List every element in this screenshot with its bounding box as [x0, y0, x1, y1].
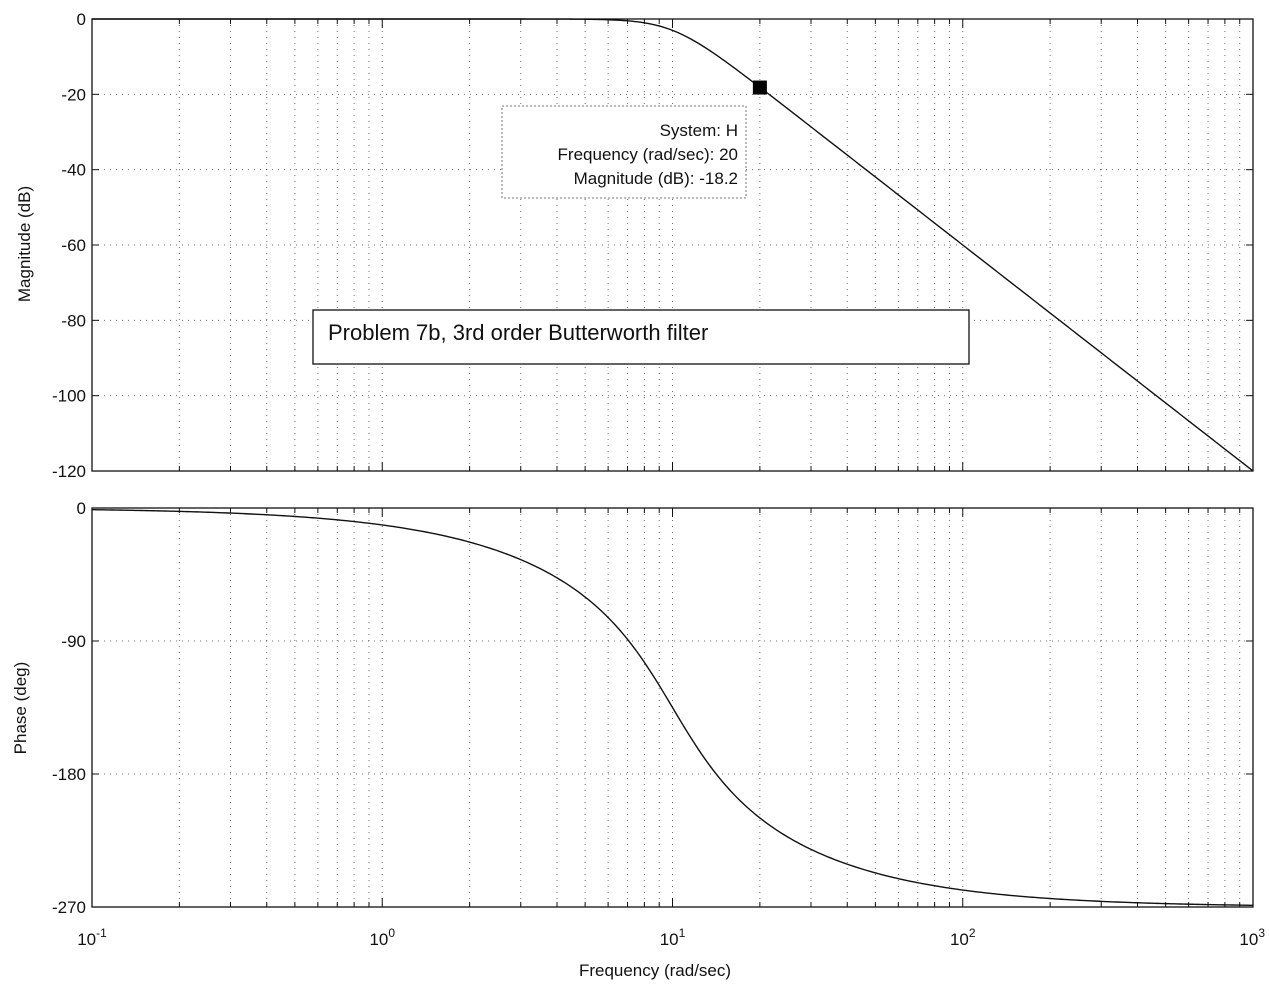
- phase-y-axis-label: Phase (deg): [11, 662, 30, 755]
- magnitude-grid: [91, 19, 1253, 471]
- datatip-system: System: H: [660, 121, 738, 140]
- x-tick-label: 101: [660, 926, 686, 949]
- magnitude-panel: 0 -20 -40 -60 -80 -100 -120 Magnitude (dB) Sys…: [15, 10, 1254, 481]
- magnitude-y-tick-label: -80: [61, 311, 86, 330]
- annotation-box-frame: [312, 309, 970, 365]
- phase-curve: [91, 508, 1254, 907]
- phase-grid: [91, 508, 1253, 907]
- datatip-marker[interactable]: [752, 80, 767, 95]
- magnitude-y-tick-label: -100: [52, 387, 86, 406]
- x-tick-label: 10-1: [77, 926, 107, 949]
- datatip[interactable]: System: H Frequency (rad/sec): 20 Magnit…: [501, 80, 767, 199]
- phase-panel: 0 -90 -180 -270 Phase (deg): [11, 499, 1254, 917]
- magnitude-y-tick-label: -20: [61, 85, 86, 104]
- phase-y-ticks: 0 -90 -180 -270: [52, 499, 1253, 917]
- datatip-frequency: Frequency (rad/sec): 20: [558, 145, 738, 164]
- x-axis-label: Frequency (rad/sec): [579, 961, 731, 980]
- datatip-magnitude: Magnitude (dB): -18.2: [574, 169, 738, 188]
- datatip-box: [501, 105, 747, 199]
- magnitude-y-ticks: 0 -20 -40 -60 -80 -100 -120: [52, 10, 1253, 481]
- phase-y-tick-label: 0: [77, 499, 86, 518]
- x-tick-label: 100: [369, 926, 395, 949]
- magnitude-y-tick-label: -60: [61, 236, 86, 255]
- x-tick-label: 102: [950, 926, 976, 949]
- magnitude-y-tick-label: 0: [77, 10, 86, 29]
- phase-y-tick-label: -270: [52, 898, 86, 917]
- magnitude-y-tick-label: -120: [52, 462, 86, 481]
- x-tick-label: 103: [1239, 926, 1265, 949]
- phase-axes-frame: [91, 507, 1254, 908]
- x-axis-ticks: 10-1 100 101 102 103: [77, 926, 1265, 949]
- magnitude-y-axis-label: Magnitude (dB): [15, 186, 34, 302]
- phase-y-tick-label: -90: [61, 632, 86, 651]
- phase-y-tick-label: -180: [52, 765, 86, 784]
- annotation-text: Problem 7b, 3rd order Butterworth filter: [328, 320, 708, 345]
- magnitude-y-tick-label: -40: [61, 161, 86, 180]
- annotation-box: Problem 7b, 3rd order Butterworth filter: [312, 309, 970, 365]
